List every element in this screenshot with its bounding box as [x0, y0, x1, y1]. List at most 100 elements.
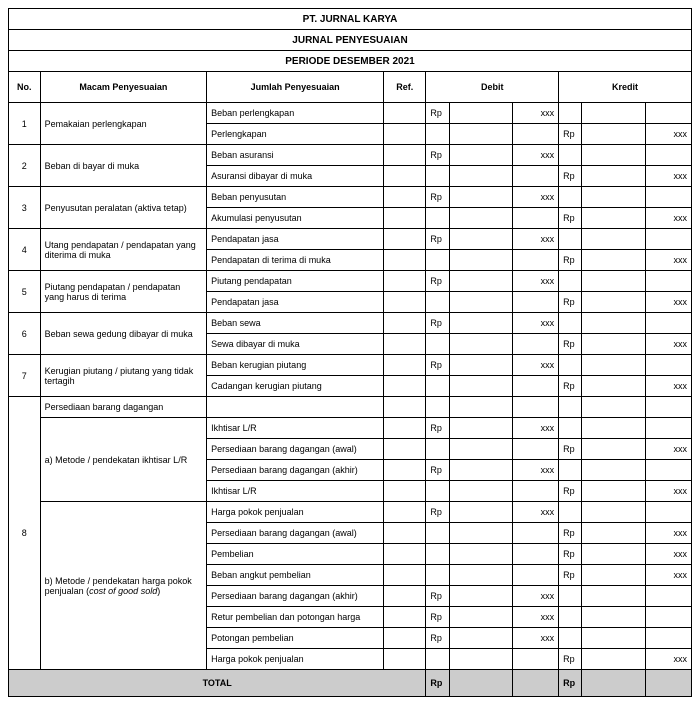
blank — [426, 376, 449, 397]
blank — [582, 187, 645, 208]
metode-a: a) Metode / pendekatan ikhtisar L/R — [40, 418, 207, 502]
blank — [582, 166, 645, 187]
xxx: xxx — [645, 544, 692, 565]
rp: Rp — [426, 418, 449, 439]
xxx: xxx — [645, 166, 692, 187]
line: Sewa dibayar di muka — [207, 334, 384, 355]
xxx: xxx — [512, 460, 558, 481]
blank — [449, 481, 512, 502]
xxx: xxx — [645, 481, 692, 502]
rp: Rp — [426, 103, 449, 124]
blank — [559, 460, 582, 481]
ref — [384, 628, 426, 649]
blank — [449, 565, 512, 586]
no-7: 7 — [9, 355, 41, 397]
blank — [582, 670, 645, 697]
xxx: xxx — [512, 103, 558, 124]
ref — [384, 649, 426, 670]
ref — [384, 229, 426, 250]
line: Pendapatan jasa — [207, 292, 384, 313]
blank — [449, 670, 512, 697]
no-2: 2 — [9, 145, 41, 187]
ref — [384, 292, 426, 313]
blank — [449, 649, 512, 670]
ref — [384, 376, 426, 397]
line: Persediaan barang dagangan (awal) — [207, 523, 384, 544]
rp: Rp — [559, 523, 582, 544]
rp: Rp — [426, 145, 449, 166]
xxx: xxx — [645, 124, 692, 145]
blank — [512, 166, 558, 187]
xxx: xxx — [645, 208, 692, 229]
blank — [426, 334, 449, 355]
no-8: 8 — [9, 397, 41, 670]
blank — [559, 607, 582, 628]
blank — [559, 313, 582, 334]
blank — [512, 397, 558, 418]
col-kredit: Kredit — [559, 72, 692, 103]
xxx: xxx — [645, 250, 692, 271]
blank — [645, 502, 692, 523]
blank — [426, 544, 449, 565]
ref — [384, 103, 426, 124]
xxx: xxx — [512, 187, 558, 208]
blank — [559, 586, 582, 607]
ref — [384, 313, 426, 334]
blank — [426, 397, 449, 418]
blank — [449, 250, 512, 271]
xxx: xxx — [645, 649, 692, 670]
xxx: xxx — [512, 145, 558, 166]
blank — [512, 523, 558, 544]
blank — [426, 523, 449, 544]
blank — [512, 208, 558, 229]
xxx: xxx — [645, 523, 692, 544]
blank — [449, 544, 512, 565]
rp: Rp — [559, 649, 582, 670]
rp: Rp — [426, 187, 449, 208]
ref — [384, 355, 426, 376]
rp: Rp — [426, 607, 449, 628]
blank — [426, 208, 449, 229]
line: Perlengkapan — [207, 124, 384, 145]
ref — [384, 523, 426, 544]
blank — [426, 565, 449, 586]
rp: Rp — [426, 313, 449, 334]
blank — [449, 355, 512, 376]
blank — [512, 481, 558, 502]
blank — [207, 397, 384, 418]
line: Beban kerugian piutang — [207, 355, 384, 376]
blank — [582, 229, 645, 250]
blank — [645, 397, 692, 418]
line: Persediaan barang dagangan (akhir) — [207, 586, 384, 607]
blank — [582, 565, 645, 586]
metode-b: b) Metode / pendekatan harga pokok penju… — [40, 502, 207, 670]
xxx: xxx — [512, 418, 558, 439]
line: Harga pokok penjualan — [207, 502, 384, 523]
blank — [449, 334, 512, 355]
ref — [384, 145, 426, 166]
rp: Rp — [559, 481, 582, 502]
line: Ikhtisar L/R — [207, 418, 384, 439]
blank — [582, 481, 645, 502]
blank — [512, 124, 558, 145]
blank — [645, 187, 692, 208]
blank — [645, 586, 692, 607]
company-name: PT. JURNAL KARYA — [9, 9, 692, 30]
ref — [384, 271, 426, 292]
blank — [645, 229, 692, 250]
line: Beban sewa — [207, 313, 384, 334]
blank — [559, 418, 582, 439]
journal-title: JURNAL PENYESUAIAN — [9, 30, 692, 51]
blank — [582, 124, 645, 145]
col-debit: Debit — [426, 72, 559, 103]
penyesuaian-6: Beban sewa gedung dibayar di muka — [40, 313, 207, 355]
blank — [426, 481, 449, 502]
col-jumlah: Jumlah Penyesuaian — [207, 72, 384, 103]
blank — [559, 103, 582, 124]
rp: Rp — [426, 229, 449, 250]
line: Ikhtisar L/R — [207, 481, 384, 502]
line: Pendapatan di terima di muka — [207, 250, 384, 271]
line: Beban perlengkapan — [207, 103, 384, 124]
blank — [449, 628, 512, 649]
line: Beban penyusutan — [207, 187, 384, 208]
